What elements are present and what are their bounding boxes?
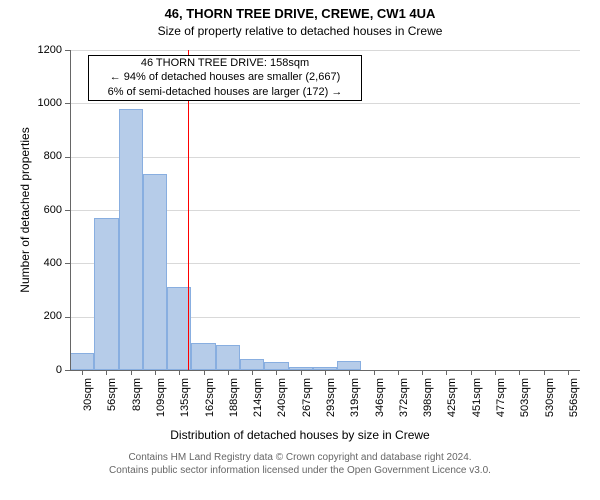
- x-tick-label: 346sqm: [374, 378, 386, 428]
- histogram-bar: [70, 353, 94, 370]
- histogram-bar: [119, 109, 143, 370]
- chart-footer: Contains HM Land Registry data © Crown c…: [0, 452, 600, 477]
- x-tick-label: 135sqm: [179, 378, 191, 428]
- property-size-histogram: 46, THORN TREE DRIVE, CREWE, CW1 4UA Siz…: [0, 0, 600, 500]
- histogram-bar: [216, 345, 240, 370]
- chart-title: 46, THORN TREE DRIVE, CREWE, CW1 4UA: [0, 6, 600, 21]
- y-tick-label: 800: [0, 150, 62, 162]
- histogram-bar: [94, 218, 118, 370]
- x-tick-label: 477sqm: [495, 378, 507, 428]
- x-tick-label: 188sqm: [228, 378, 240, 428]
- x-tick-label: 398sqm: [422, 378, 434, 428]
- y-axis-line: [70, 50, 71, 370]
- annotation-line: 6% of semi-detached houses are larger (1…: [89, 85, 361, 99]
- x-tick-label: 530sqm: [544, 378, 556, 428]
- y-tick-label: 400: [0, 257, 62, 269]
- x-tick-label: 162sqm: [204, 378, 216, 428]
- x-tick-label: 503sqm: [519, 378, 531, 428]
- histogram-bar: [264, 362, 288, 370]
- x-axis-line: [70, 370, 580, 371]
- y-tick-label: 1000: [0, 97, 62, 109]
- x-tick-label: 30sqm: [82, 378, 94, 428]
- footer-line: Contains public sector information licen…: [0, 465, 600, 478]
- grid-line: [70, 103, 580, 104]
- histogram-bar: [337, 361, 361, 370]
- footer-line: Contains HM Land Registry data © Crown c…: [0, 452, 600, 465]
- annotation-line: 46 THORN TREE DRIVE: 158sqm: [89, 56, 361, 70]
- chart-subtitle: Size of property relative to detached ho…: [0, 24, 600, 38]
- histogram-bar: [191, 343, 215, 370]
- x-tick-label: 319sqm: [349, 378, 361, 428]
- y-tick-label: 600: [0, 204, 62, 216]
- x-tick-label: 451sqm: [471, 378, 483, 428]
- x-tick-label: 83sqm: [131, 378, 143, 428]
- x-axis-label: Distribution of detached houses by size …: [0, 428, 600, 442]
- x-tick-label: 56sqm: [106, 378, 118, 428]
- y-tick-label: 0: [0, 364, 62, 376]
- y-tick-label: 1200: [0, 44, 62, 56]
- histogram-bar: [240, 359, 264, 370]
- annotation-line: ← 94% of detached houses are smaller (2,…: [89, 70, 361, 84]
- x-tick-label: 425sqm: [446, 378, 458, 428]
- x-tick-label: 109sqm: [155, 378, 167, 428]
- y-tick-label: 200: [0, 310, 62, 322]
- x-tick-label: 240sqm: [276, 378, 288, 428]
- grid-line: [70, 157, 580, 158]
- histogram-bar: [143, 174, 167, 370]
- x-tick-label: 372sqm: [398, 378, 410, 428]
- x-tick-label: 293sqm: [325, 378, 337, 428]
- x-tick-label: 556sqm: [568, 378, 580, 428]
- x-tick-label: 214sqm: [252, 378, 264, 428]
- x-tick-label: 267sqm: [301, 378, 313, 428]
- annotation-box: 46 THORN TREE DRIVE: 158sqm← 94% of deta…: [88, 55, 362, 101]
- grid-line: [70, 50, 580, 51]
